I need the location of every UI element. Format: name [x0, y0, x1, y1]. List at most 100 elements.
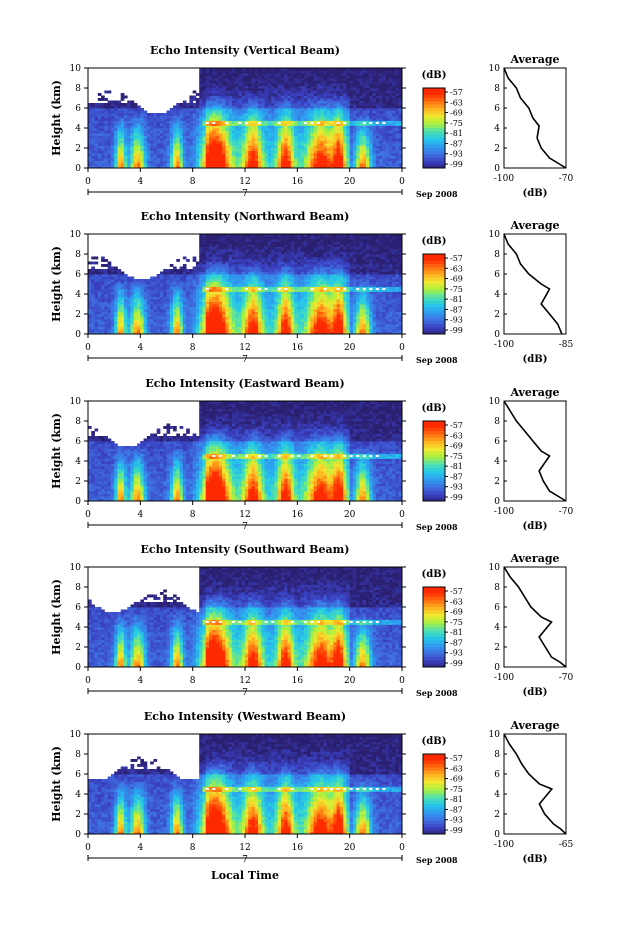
heatmap-cell — [123, 274, 128, 277]
heatmap-cell — [146, 148, 151, 151]
heatmap-cell — [150, 130, 154, 134]
heatmap-cell — [271, 83, 275, 86]
heatmap-cell — [186, 103, 190, 106]
heatmap-cell — [192, 294, 197, 297]
heatmap-cell — [382, 105, 387, 109]
heatmap-cell — [231, 105, 236, 109]
heatmap-cell — [199, 103, 203, 106]
heatmap-cell — [392, 150, 396, 154]
heatmap-cell — [186, 301, 190, 305]
heatmap-cell — [241, 113, 246, 116]
heatmap-cell — [140, 163, 144, 166]
heatmap-cell — [359, 148, 364, 151]
heatmap-cell — [385, 150, 390, 154]
heatmap-cell — [140, 108, 144, 111]
heatmap-cell — [271, 75, 275, 79]
heatmap-cell — [231, 108, 236, 111]
heatmap-cell — [352, 145, 357, 149]
heatmap-cell — [313, 88, 318, 91]
heatmap-cell — [303, 115, 308, 119]
heatmap-cell — [205, 294, 210, 297]
heatmap-cell — [264, 145, 269, 149]
heatmap-cell — [330, 125, 334, 129]
heatmap-cell — [284, 95, 288, 99]
colorbar-tick-label: -75 — [450, 119, 463, 128]
heatmap-cell — [235, 264, 239, 267]
heatmap-cell — [388, 105, 393, 109]
heatmap-cell — [316, 98, 321, 101]
heatmap-cell — [303, 135, 308, 139]
heatmap-cell — [91, 128, 95, 131]
heatmap-cell — [189, 143, 194, 146]
heatmap-cell — [297, 123, 301, 126]
heatmap-cell — [395, 150, 400, 154]
heatmap-cell — [123, 133, 128, 136]
heatmap-cell — [212, 289, 216, 292]
heatmap-cell — [277, 135, 282, 139]
heatmap-cell — [120, 314, 125, 317]
colorbar-gradient — [423, 151, 445, 156]
heatmap-cell — [349, 135, 354, 139]
heatmap-cell — [202, 264, 207, 267]
heatmap-cell — [395, 105, 400, 109]
heatmap-cell — [182, 100, 187, 104]
heatmap-cell — [215, 254, 220, 257]
heatmap-cell — [225, 105, 230, 109]
heatmap-cell — [225, 128, 230, 131]
heatmap-cell — [343, 153, 347, 156]
heatmap-cell — [339, 98, 344, 101]
heatmap-cell — [303, 88, 308, 91]
heatmap-cell — [346, 75, 351, 79]
heatmap-cell — [274, 143, 279, 146]
heatmap-cell — [137, 128, 141, 131]
heatmap-cell — [297, 153, 301, 156]
heatmap-cell — [323, 163, 328, 166]
heatmap-cell — [280, 128, 285, 131]
heatmap-cell — [179, 329, 184, 332]
heatmap-cell — [127, 155, 131, 159]
heatmap-cell — [130, 281, 135, 285]
heatmap-cell — [313, 123, 318, 126]
heatmap-cell — [192, 133, 197, 136]
heatmap-cell — [356, 125, 360, 129]
heatmap-cell — [173, 306, 177, 310]
heatmap-cell — [326, 118, 331, 121]
heatmap-cell — [336, 78, 341, 81]
heatmap-cell — [300, 98, 305, 101]
heatmap-cell — [362, 90, 367, 94]
heatmap-cell — [248, 83, 252, 86]
heatmap-cell — [277, 150, 282, 154]
heatmap-cell — [179, 314, 184, 317]
heatmap-cell — [159, 279, 164, 282]
heatmap-cell — [176, 133, 180, 136]
heatmap-cell — [228, 90, 233, 94]
bright-band-mark — [205, 122, 209, 124]
heatmap-cell — [186, 286, 190, 290]
heatmap-cell — [205, 105, 210, 109]
bright-band-mark — [375, 122, 379, 124]
heatmap-cell — [245, 324, 249, 327]
heatmap-cell — [209, 158, 213, 161]
heatmap-cell — [235, 123, 239, 126]
heatmap-cell — [169, 118, 174, 121]
colorbar-gradient — [423, 121, 445, 126]
heatmap-cell — [323, 100, 328, 104]
heatmap-cell — [258, 90, 262, 94]
heatmap-cell — [163, 331, 167, 335]
heatmap-cell — [395, 98, 400, 101]
heatmap-cell — [392, 113, 396, 116]
heatmap-cell — [153, 133, 158, 136]
heatmap-cell — [323, 80, 328, 84]
heatmap-cell — [238, 314, 243, 317]
heatmap-cell — [333, 70, 337, 74]
heatmap-cell — [375, 155, 380, 159]
heatmap-cell — [225, 284, 230, 287]
heatmap-cell — [228, 299, 233, 302]
heatmap-cell — [94, 286, 99, 290]
heatmap-cell — [209, 251, 213, 255]
heatmap-cell — [228, 80, 233, 84]
heatmap-cell — [114, 113, 118, 116]
heatmap-cell — [245, 110, 249, 114]
heatmap-cell — [173, 326, 177, 330]
